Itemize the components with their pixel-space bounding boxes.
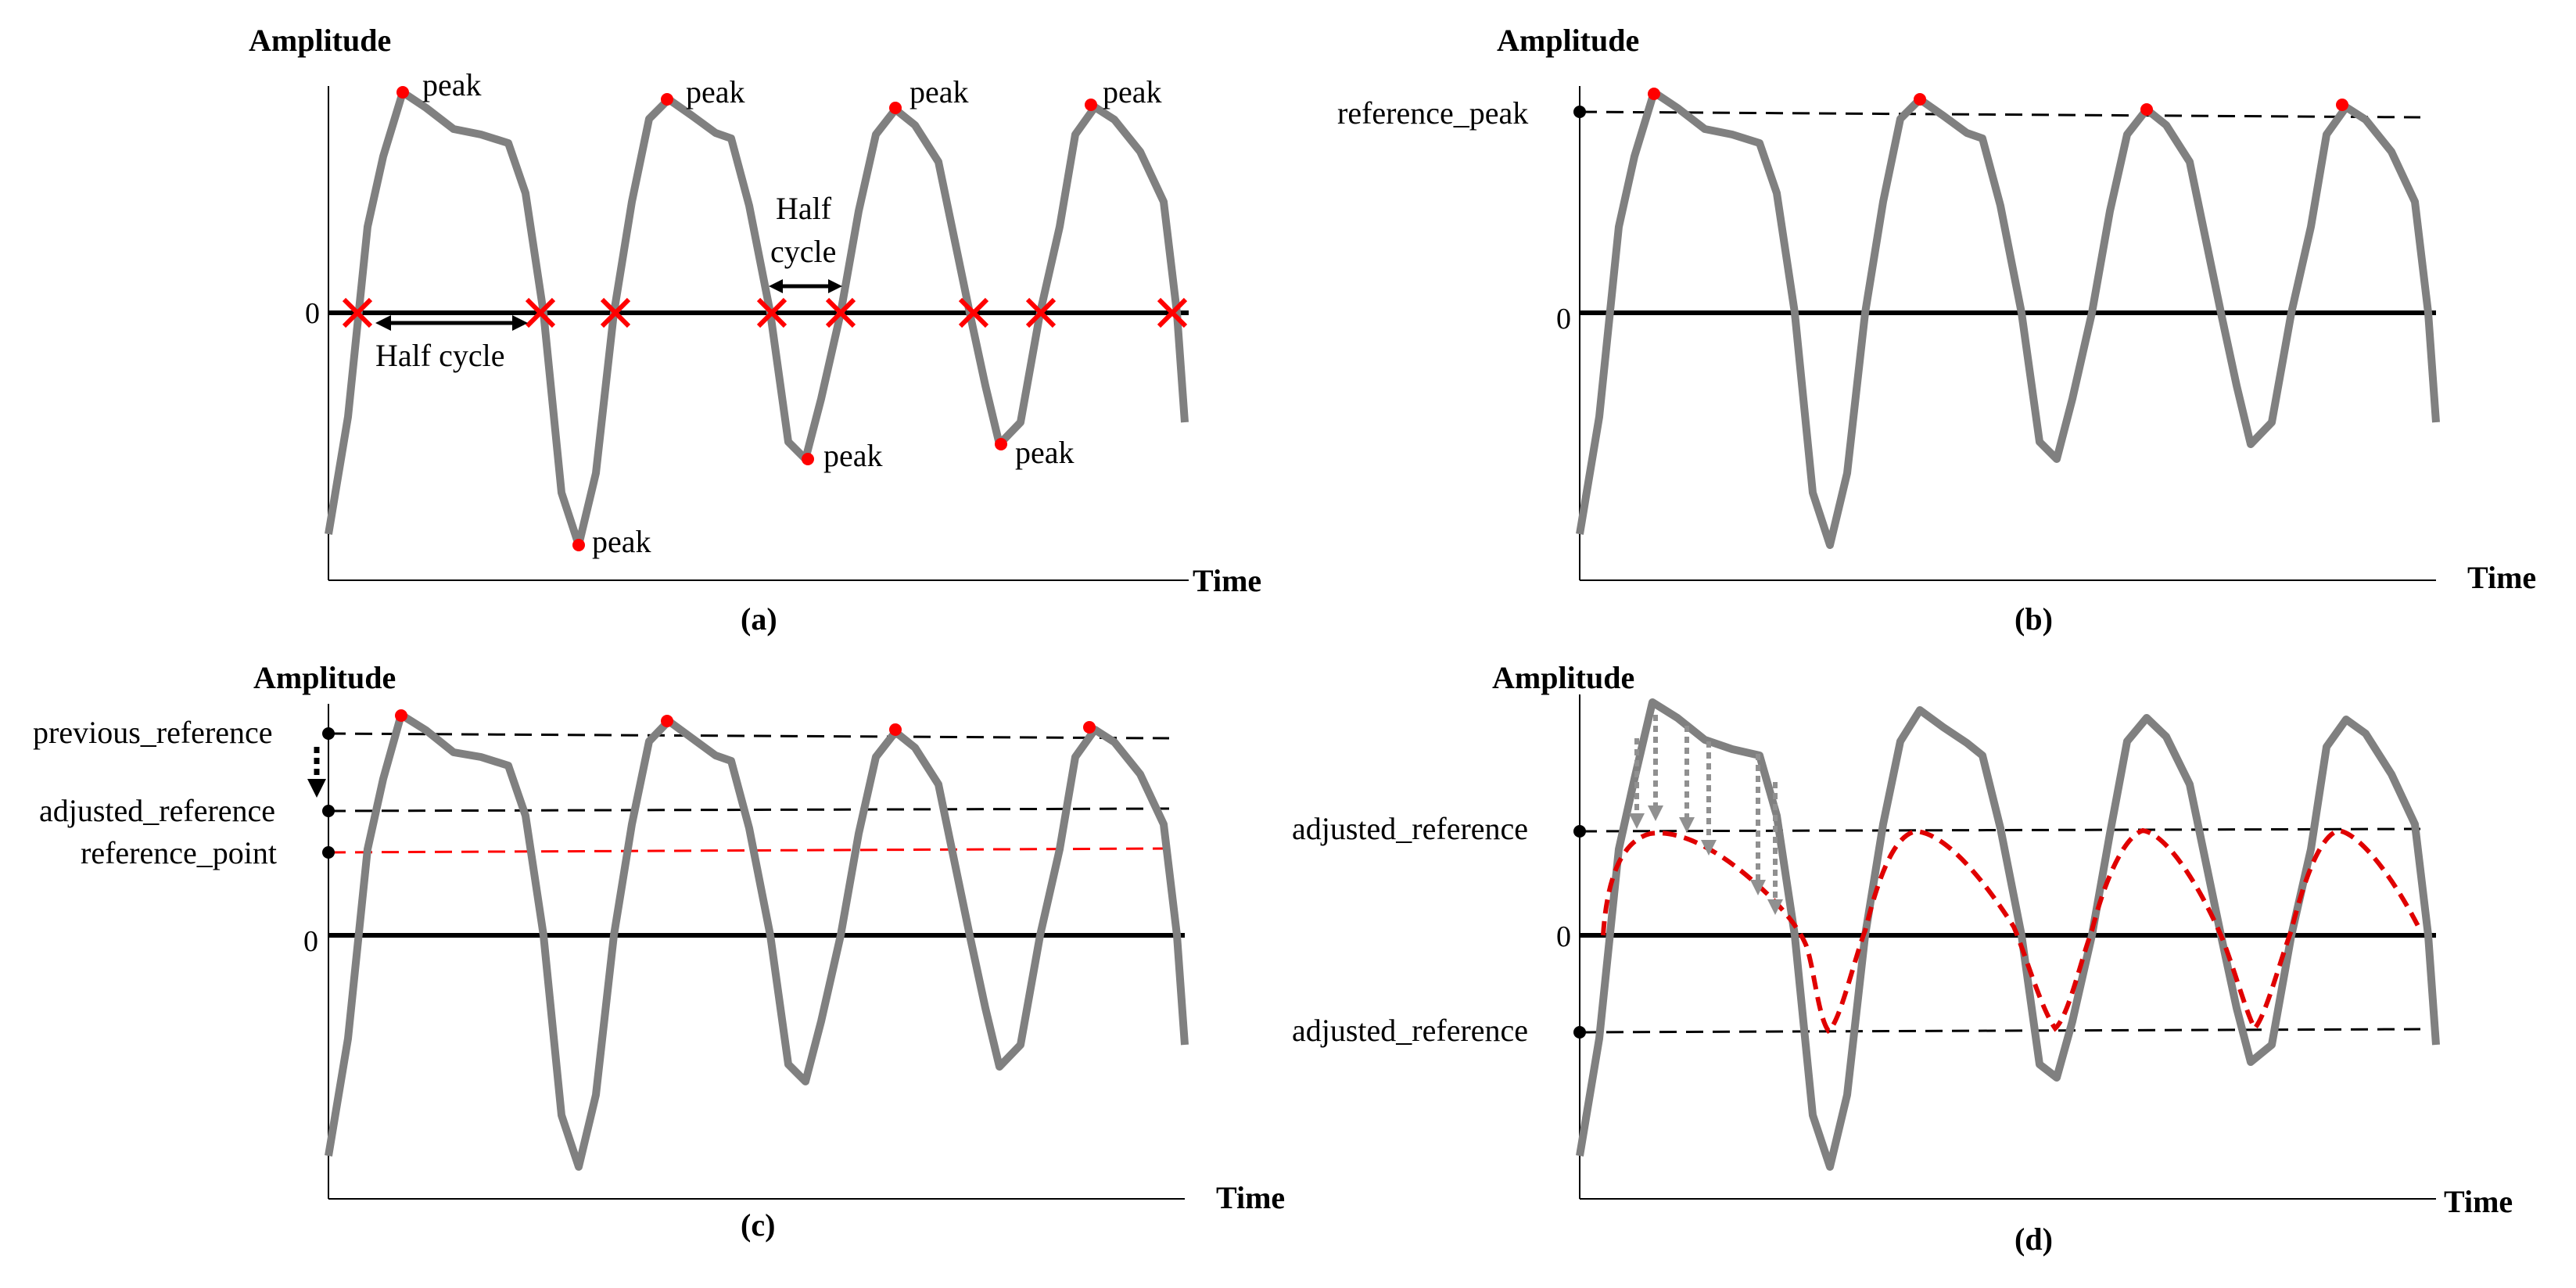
reference-peak-line [1579,110,2421,119]
adjusted-reference-dot [1573,1026,1586,1039]
peak-label: peak [592,524,651,559]
peak-label: peak [1103,74,1162,109]
adjusted-reference-line [328,807,1170,813]
adjusted-reference-line-upper [1579,827,2421,833]
adjusted-reference-dot [1573,825,1586,838]
reference-peak-label: reference_peak [1337,95,1528,131]
panel-d: Amplitude 0 Time adjusted_reference adju… [1292,660,2513,1257]
adjusted-reference-label: adjusted_reference [1292,1013,1528,1048]
panel-c: Amplitude 0 Time previous_reference adju… [33,660,1285,1243]
panel-a: Amplitude 0 Time peak peak peak peak pea… [249,23,1261,637]
adjusted-reference-label: adjusted_reference [1292,811,1528,846]
zero-label: 0 [1556,303,1571,335]
time-label: Time [1216,1180,1285,1215]
zero-crossing-marker [600,297,631,328]
amplitude-label: Amplitude [253,660,396,695]
zero-label: 0 [303,925,318,958]
adjusted-signal-curve [1601,827,2423,1034]
reference-point-label: reference_point [81,835,277,870]
amplitude-label: Amplitude [1497,23,1639,58]
half-cycle-arrow-small [769,279,842,293]
half-cycle-label: Half cycle [375,338,504,373]
reference-point-dot [322,846,335,859]
peak-label: peak [686,74,745,109]
shift-arrow [1679,726,1695,833]
previous-reference-dot [322,727,335,740]
previous-reference-line [328,732,1170,740]
shift-arrow [1701,741,1717,856]
zero-crossing-marker [342,297,373,328]
peak-marker [2140,103,2153,116]
zero-crossing-marker [958,297,989,328]
peak-marker [995,438,1007,450]
signal-curve [1576,88,2440,549]
panel-caption: (c) [741,1207,775,1243]
adjusted-reference-label: adjusted_reference [39,793,275,828]
zero-crossing-marker [825,297,856,328]
peak-marker [395,709,407,722]
peak-marker [1648,88,1660,100]
time-label: Time [1193,563,1261,598]
reference-point-dot [1573,106,1586,118]
zero-label: 0 [1556,920,1571,953]
half-cycle-arrow [375,315,528,331]
panel-caption: (d) [2015,1222,2053,1257]
peak-marker [1085,99,1097,111]
shift-arrow [1767,782,1783,915]
reference-point-line [328,847,1170,854]
shift-arrow [1648,715,1663,821]
time-label: Time [2467,560,2536,595]
adjustment-arrow [307,747,326,798]
zero-crossing-marker [756,297,788,328]
peak-marker [661,715,673,727]
peak-marker [572,539,585,551]
shift-arrows [1629,715,1783,915]
panel-caption: (b) [2015,601,2053,637]
peak-marker [396,86,409,99]
adjusted-reference-dot [322,805,335,817]
panel-b: Amplitude 0 Time reference_peak (b) [1337,23,2536,637]
signal-curve [325,711,1189,1171]
zero-crossing-markers [342,297,1188,328]
peak-marker [889,102,902,114]
zero-crossing-marker [525,297,556,328]
shift-arrow [1629,738,1645,829]
half-cycle-label-line1: Half [776,191,832,226]
zero-crossing-marker [1025,297,1057,328]
zero-crossing-marker [1157,297,1188,328]
signal-curve [325,88,1189,549]
panel-caption: (a) [741,601,777,637]
adjusted-reference-line-lower [1579,1028,2421,1034]
peak-marker [2336,99,2348,111]
peak-label: peak [422,67,482,102]
peak-marker [1914,93,1926,106]
amplitude-label: Amplitude [1492,660,1634,695]
signal-curve [1576,698,2440,1171]
peak-marker [802,453,814,465]
amplitude-label: Amplitude [249,23,391,58]
peak-label: peak [1015,435,1075,470]
peak-marker [889,723,902,736]
time-label: Time [2444,1184,2513,1219]
peak-marker [661,93,673,106]
peak-label: peak [823,438,883,473]
previous-reference-label: previous_reference [33,715,272,750]
peak-marker [1083,721,1096,734]
zero-label: 0 [305,297,320,330]
shift-arrow [1750,754,1766,895]
peak-label: peak [909,74,969,109]
half-cycle-label-line2: cycle [770,234,836,269]
